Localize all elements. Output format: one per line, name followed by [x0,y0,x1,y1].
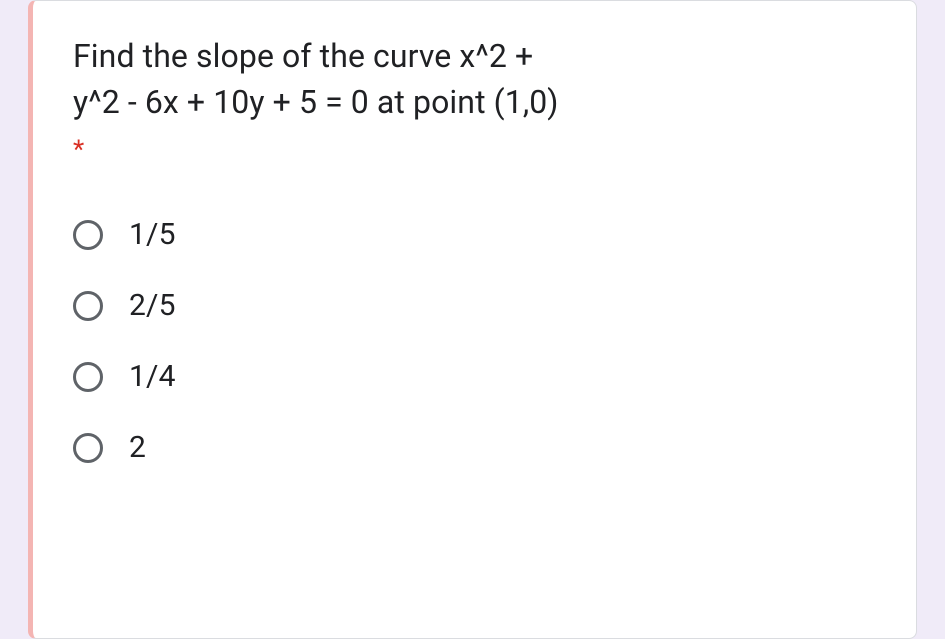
option-row[interactable]: 1/4 [73,359,876,394]
option-label: 2/5 [129,288,176,323]
option-label: 2 [129,430,146,465]
question-line-1: Find the slope of the curve x^2 + [73,37,533,75]
question-text: Find the slope of the curve x^2 + y^2 - … [73,33,876,169]
radio-icon[interactable] [73,291,103,321]
question-card: Find the slope of the curve x^2 + y^2 - … [28,0,917,639]
required-star: * [73,132,876,170]
option-row[interactable]: 2/5 [73,288,876,323]
options-group: 1/5 2/5 1/4 2 [73,217,876,465]
question-line-2: y^2 - 6x + 10y + 5 = 0 at point (1,0) [73,83,559,121]
radio-icon[interactable] [73,433,103,463]
radio-icon[interactable] [73,220,103,250]
option-row[interactable]: 1/5 [73,217,876,252]
option-label: 1/5 [129,217,176,252]
option-label: 1/4 [129,359,176,394]
option-row[interactable]: 2 [73,430,876,465]
radio-icon[interactable] [73,362,103,392]
